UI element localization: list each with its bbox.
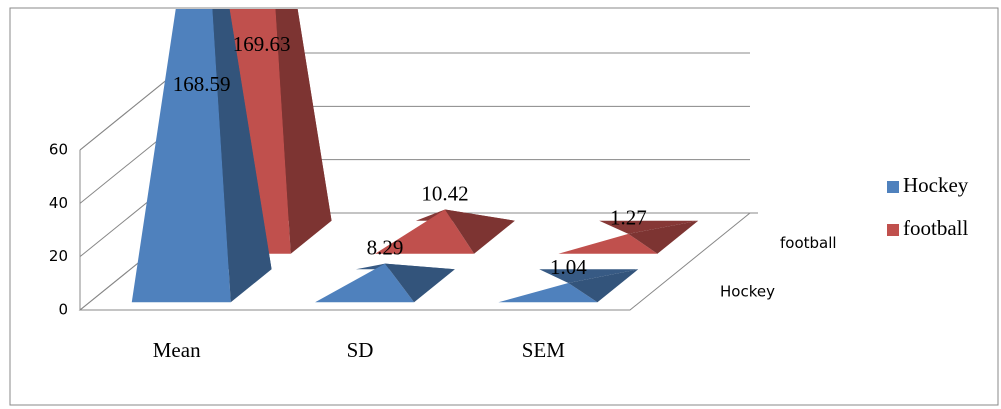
pyramid-back-face	[599, 220, 699, 234]
depth-label: football	[780, 234, 837, 252]
y-tick-label: 0	[58, 301, 68, 319]
x-tick-label: SEM	[522, 338, 566, 362]
pyramid	[558, 220, 699, 254]
data-label: 10.42	[421, 181, 468, 205]
x-tick-label: Mean	[153, 338, 201, 362]
pyramid-front-face	[498, 282, 598, 303]
pyramid-side-face	[275, 9, 332, 254]
x-tick-label: SD	[347, 338, 374, 362]
data-label: 168.59	[173, 72, 231, 96]
pyramid-front-face	[558, 233, 658, 254]
labels: 0 20 40 60 Mean SD SEM 169.63 10.42 1.27 football 1…	[49, 32, 969, 362]
pyramid-side-face	[212, 9, 272, 303]
plot	[131, 9, 699, 303]
pyramid-back-face	[539, 269, 639, 283]
pyramid-front-face	[315, 263, 415, 303]
y-tick-label: 20	[49, 247, 68, 265]
legend-label: Hockey	[903, 173, 969, 197]
y-tick-label: 40	[49, 194, 68, 212]
legend-label: football	[903, 216, 968, 240]
depth-label: Hockey	[720, 282, 775, 300]
pyramid	[498, 269, 639, 303]
legend-swatch	[887, 181, 899, 193]
data-label: 1.04	[550, 255, 587, 279]
legend-swatch	[887, 224, 899, 236]
pyramid-side-face	[385, 263, 455, 303]
pyramid	[315, 263, 455, 303]
pyramid-front-face	[131, 9, 231, 303]
pyramid-front-face	[375, 209, 475, 254]
pyramid-side-face	[568, 269, 639, 303]
data-label: 8.29	[367, 235, 404, 259]
pyramid	[131, 9, 272, 303]
y-tick-label: 60	[49, 141, 68, 159]
data-label: 169.63	[233, 32, 291, 56]
data-label: 1.27	[610, 206, 647, 230]
pyramid	[375, 209, 515, 254]
pyramid-side-face	[445, 209, 515, 254]
pyramid-side-face	[628, 220, 699, 254]
